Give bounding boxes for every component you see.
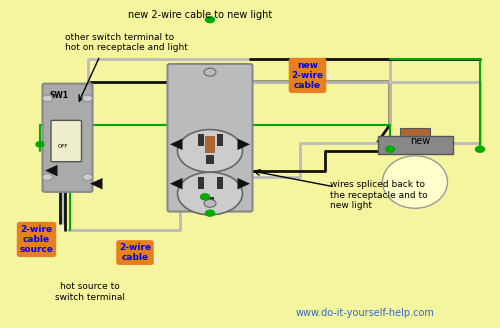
Circle shape xyxy=(200,194,209,200)
Circle shape xyxy=(476,146,484,152)
FancyBboxPatch shape xyxy=(51,120,82,162)
Ellipse shape xyxy=(382,156,448,208)
Bar xyxy=(206,155,214,164)
Ellipse shape xyxy=(178,130,242,172)
Text: new
2-wire
cable: new 2-wire cable xyxy=(292,61,324,90)
Circle shape xyxy=(82,95,92,102)
Text: 2-wire
cable
source: 2-wire cable source xyxy=(20,225,54,254)
Text: new: new xyxy=(410,136,430,146)
FancyBboxPatch shape xyxy=(42,84,92,192)
Circle shape xyxy=(82,174,92,180)
Ellipse shape xyxy=(178,172,242,215)
Circle shape xyxy=(206,17,214,23)
Text: OFF: OFF xyxy=(58,144,68,149)
FancyBboxPatch shape xyxy=(168,64,252,212)
Circle shape xyxy=(42,95,52,102)
Bar xyxy=(198,134,203,146)
Polygon shape xyxy=(238,138,250,150)
Polygon shape xyxy=(90,178,102,190)
Polygon shape xyxy=(238,178,250,190)
Text: other switch terminal to
hot on receptacle and light: other switch terminal to hot on receptac… xyxy=(65,33,188,52)
Bar xyxy=(206,197,214,207)
Text: wires spliced back to
the receptacle and to
new light: wires spliced back to the receptacle and… xyxy=(330,180,428,210)
Polygon shape xyxy=(45,165,58,176)
Polygon shape xyxy=(170,138,182,150)
Polygon shape xyxy=(170,178,182,190)
Bar xyxy=(216,134,222,146)
Bar xyxy=(400,128,430,136)
Circle shape xyxy=(36,142,44,147)
Circle shape xyxy=(386,146,394,152)
Bar xyxy=(216,177,222,189)
Bar xyxy=(198,177,203,189)
Text: hot source to
switch terminal: hot source to switch terminal xyxy=(55,282,125,302)
Circle shape xyxy=(204,68,216,76)
Text: new 2-wire cable to new light: new 2-wire cable to new light xyxy=(128,10,272,20)
Circle shape xyxy=(42,174,52,180)
Text: www.do-it-yourself-help.com: www.do-it-yourself-help.com xyxy=(296,308,434,318)
Bar xyxy=(378,136,452,154)
Text: SW1: SW1 xyxy=(50,92,69,100)
Circle shape xyxy=(204,199,216,207)
Bar xyxy=(205,136,215,153)
Circle shape xyxy=(206,210,214,216)
Text: 2-wire
cable: 2-wire cable xyxy=(119,243,151,262)
